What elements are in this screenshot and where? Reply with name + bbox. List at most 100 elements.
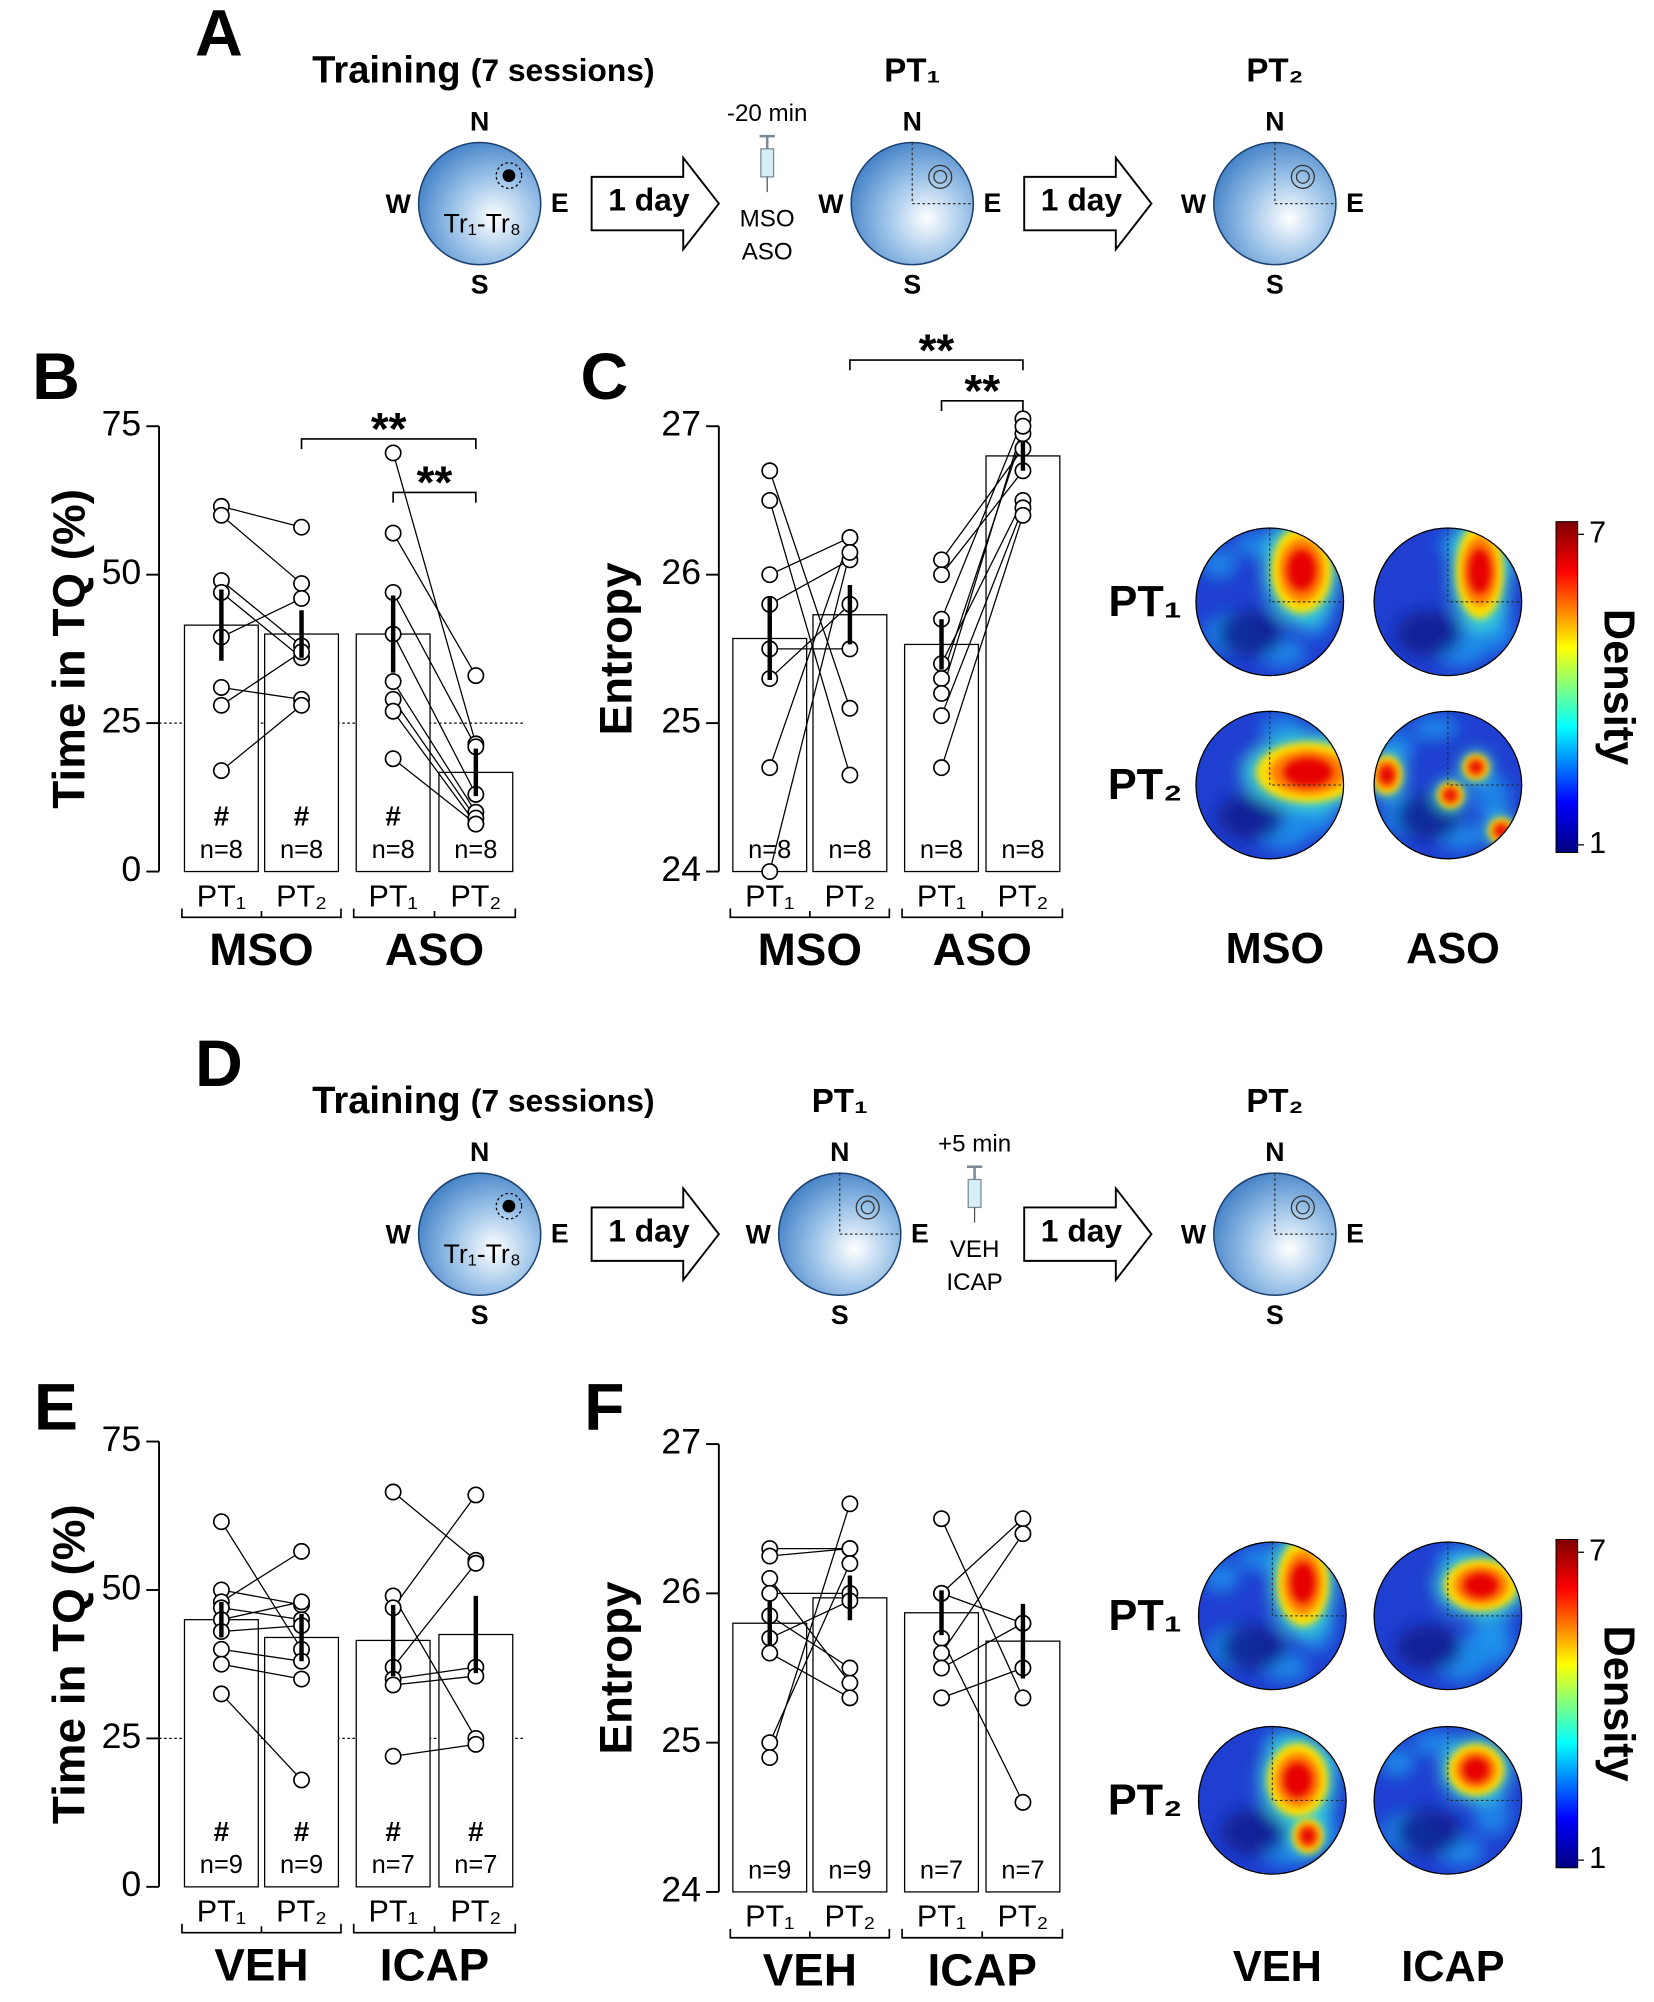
- quadrant-line: [1447, 1542, 1522, 1617]
- quadrant-line: [1447, 528, 1522, 603]
- pair-line: [221, 1601, 302, 1621]
- subject-point: [841, 1555, 859, 1572]
- x-tick-label: PT₂: [450, 879, 501, 913]
- n-label: n=9: [748, 1856, 791, 1884]
- density-low: [1220, 1809, 1287, 1856]
- pair-line: [221, 1550, 302, 1603]
- y-tick-label: 24: [661, 1869, 701, 1909]
- group-bracket: [901, 1928, 1064, 1939]
- heatmap: [1195, 528, 1344, 676]
- density-spot: [1463, 1573, 1499, 1598]
- subject-point: [761, 1569, 779, 1587]
- subject-point: [384, 1483, 402, 1501]
- target-ring: [1290, 1195, 1315, 1220]
- subject-point: [212, 679, 230, 696]
- x-tick-label: PT₁: [368, 879, 417, 913]
- target-ring: [1295, 1200, 1310, 1215]
- row-label: PT₁: [1108, 1592, 1181, 1640]
- compass-e: E: [911, 1218, 929, 1248]
- compass-n: N: [470, 1137, 489, 1167]
- subject-point: [933, 1659, 950, 1677]
- quadrant-line: [1271, 1726, 1347, 1801]
- group-label: ASO: [385, 924, 484, 975]
- target-ring: [1295, 169, 1310, 184]
- pair-line: [769, 537, 851, 768]
- platform: [502, 169, 516, 182]
- compass-s: S: [831, 1300, 849, 1330]
- n-label: n=8: [920, 836, 963, 864]
- significance-marker: #: [385, 1816, 401, 1847]
- pair-line: [392, 532, 477, 676]
- density-low: [1395, 610, 1462, 657]
- pair-line: [940, 448, 1024, 561]
- bar: [985, 455, 1061, 873]
- panel-letter: C: [580, 340, 628, 414]
- training-label: Training: [312, 49, 460, 92]
- arrow: [590, 154, 721, 253]
- target-ring: [933, 169, 948, 184]
- density-spot: [1462, 1757, 1490, 1783]
- group-label: ICAP: [928, 1944, 1037, 1995]
- syringe-barrel: [760, 148, 775, 178]
- colorbar: [1555, 521, 1579, 853]
- density-spot: [1379, 765, 1394, 785]
- subject-point: [841, 1495, 859, 1513]
- compass-s: S: [1266, 269, 1284, 299]
- subject-point: [933, 670, 950, 688]
- density-spot: [1468, 548, 1491, 594]
- y-axis-label: Time in TQ (%): [44, 489, 95, 809]
- subject-point: [293, 575, 310, 593]
- colorbar-tick-label: 1: [1589, 826, 1606, 860]
- bar: [183, 624, 259, 873]
- pair-line: [392, 1491, 477, 1561]
- subject-point: [1014, 1510, 1032, 1528]
- quadrant-line: [1271, 1542, 1347, 1617]
- x-tick-label: PT₂: [998, 1900, 1049, 1934]
- platform: [502, 1199, 516, 1213]
- trials-label: Tr₁-Tr₈: [444, 208, 521, 238]
- x-tick-label: PT₁: [917, 1900, 966, 1934]
- heatmap-outline: [1195, 710, 1345, 860]
- subject-point: [1014, 1793, 1032, 1811]
- significance-marker: #: [294, 800, 310, 831]
- arrow: [1023, 1185, 1153, 1283]
- column-label: VEH: [1233, 1943, 1322, 1991]
- subject-point: [841, 1540, 859, 1558]
- pair-line: [392, 681, 477, 813]
- pair-line: [221, 1648, 302, 1662]
- significance-marker: #: [214, 1816, 230, 1847]
- pair-line: [220, 1521, 303, 1650]
- group-bracket: [352, 1923, 517, 1934]
- drug-label: VEH: [950, 1236, 1000, 1263]
- pair-line: [940, 1533, 1024, 1654]
- subject-point: [933, 707, 950, 725]
- heatmap: [1195, 711, 1344, 859]
- compass-s: S: [471, 1300, 489, 1330]
- colorbar-tick-label: 1: [1589, 1841, 1606, 1875]
- subject-point: [841, 1659, 859, 1677]
- heatmap-outline: [1197, 1725, 1347, 1875]
- pair-line: [940, 1637, 1024, 1803]
- pair-line: [769, 603, 851, 680]
- pair-line: [221, 505, 302, 528]
- subject-point: [841, 1674, 859, 1692]
- subject-point: [933, 1510, 950, 1528]
- subject-point: [761, 566, 779, 584]
- quadrant-line: [1274, 142, 1336, 205]
- heatmap-outline: [1373, 710, 1523, 860]
- compass-w: W: [818, 189, 844, 219]
- group-bracket: [181, 1923, 342, 1934]
- compass-e: E: [551, 1218, 569, 1248]
- subject-point: [761, 462, 779, 480]
- y-tick-label: 26: [661, 552, 701, 592]
- x-tick-label: PT₁: [745, 879, 794, 913]
- subject-point: [1014, 1689, 1032, 1707]
- pool: [417, 141, 542, 266]
- n-label: n=7: [454, 1851, 497, 1879]
- n-label: n=7: [1001, 1856, 1044, 1884]
- subject-point: [212, 1513, 230, 1531]
- x-tick-label: PT₁: [745, 1900, 794, 1934]
- pair-line: [220, 580, 302, 647]
- subject-point: [761, 863, 779, 881]
